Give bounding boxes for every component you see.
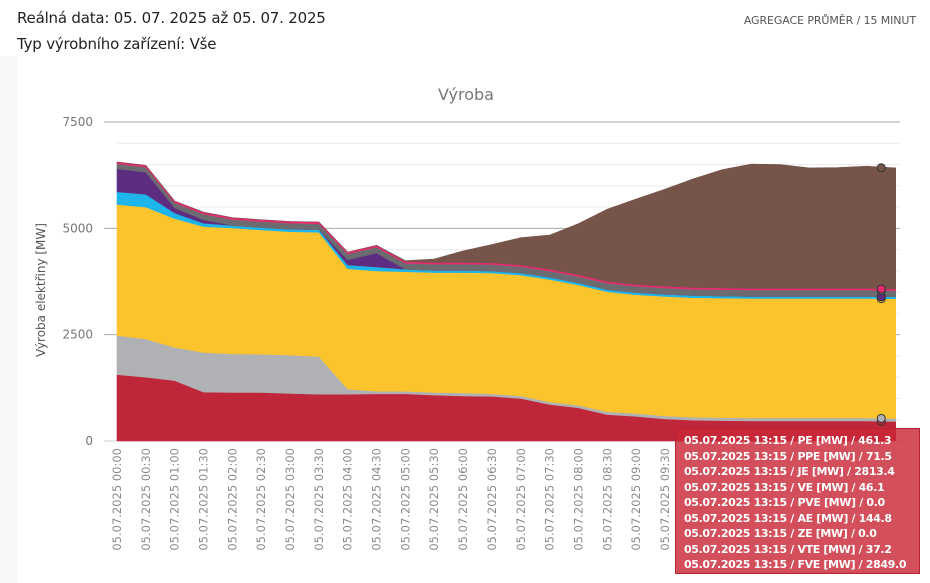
left-margin-panel [0, 56, 17, 583]
x-tick-label: 05.07.2025 04:30 [370, 448, 384, 551]
y-axis-label: Výroba elektřiny [MW] [34, 223, 48, 357]
x-tick-label: 05.07.2025 07:30 [543, 448, 557, 551]
x-tick-label: 05.07.2025 07:00 [514, 448, 528, 551]
x-tick-label: 05.07.2025 09:30 [658, 448, 672, 551]
tooltip-line: 05.07.2025 13:15 / PPE [MW] / 71.5 [684, 449, 892, 463]
chart-title: Výroba [438, 85, 494, 104]
tooltip-line: 05.07.2025 13:15 / VE [MW] / 46.1 [684, 480, 885, 494]
x-tick-label: 05.07.2025 02:30 [254, 448, 268, 551]
tooltip-line: 05.07.2025 13:15 / VTE [MW] / 37.2 [684, 542, 892, 556]
device-type-label: Typ výrobního zařízení: Vše [17, 35, 217, 53]
x-tick-label: 05.07.2025 01:30 [197, 448, 211, 551]
x-tick-label: 05.07.2025 06:30 [485, 448, 499, 551]
x-tick-label: 05.07.2025 03:30 [312, 448, 326, 551]
y-tick-label: 5000 [62, 221, 93, 235]
marker-fve [876, 163, 886, 173]
x-tick-label: 05.07.2025 01:00 [168, 448, 182, 551]
y-tick-label: 7500 [62, 115, 93, 129]
y-tick-label: 0 [85, 434, 93, 448]
aggregation-label[interactable]: AGREGACE PRŮMĚR / 15 MINUT [743, 14, 916, 27]
x-tick-label: 05.07.2025 02:00 [225, 448, 239, 551]
date-range-label: Reálná data: 05. 07. 2025 až 05. 07. 202… [17, 9, 326, 27]
data-tooltip: 05.07.2025 13:15 / PE [MW] / 461.3 05.07.… [675, 428, 920, 574]
highlight-markers [876, 163, 886, 426]
x-tick-label: 05.07.2025 06:00 [456, 448, 470, 551]
area-fve[interactable] [116, 161, 896, 290]
x-tick-label: 05.07.2025 00:00 [110, 448, 124, 551]
x-tick-label: 05.07.2025 00:30 [139, 448, 153, 551]
y-tick-label: 2500 [62, 328, 93, 342]
tooltip-line: 05.07.2025 13:15 / JE [MW] / 2813.4 [684, 465, 895, 478]
tooltip-line: 05.07.2025 13:15 / FVE [MW] / 2849.0 [684, 558, 907, 571]
x-tick-label: 05.07.2025 05:30 [427, 448, 441, 551]
x-tick-label: 05.07.2025 03:00 [283, 448, 297, 551]
x-tick-label: 05.07.2025 04:00 [341, 448, 355, 551]
marker-ppe [876, 413, 886, 423]
x-tick-label: 05.07.2025 05:00 [398, 448, 412, 551]
x-tick-label: 05.07.2025 08:00 [571, 448, 585, 551]
tooltip-line: 05.07.2025 13:15 / PVE [MW] / 0.0 [684, 496, 885, 509]
tooltip-line: 05.07.2025 13:15 / AE [MW] / 144.8 [684, 511, 892, 525]
tooltip-line: 05.07.2025 13:15 / PE [MW] / 461.3 [684, 434, 892, 447]
tooltip-line: 05.07.2025 13:15 / ZE [MW] / 0.0 [684, 527, 877, 540]
stacked-areas [116, 161, 896, 442]
marker-vte [876, 284, 886, 294]
axes: 0 2500 5000 7500 05.07.2025 00:00 05.07.2025 … [62, 115, 672, 551]
x-tick-label: 05.07.2025 09:00 [629, 448, 643, 551]
x-tick-label: 05.07.2025 08:30 [600, 448, 614, 551]
